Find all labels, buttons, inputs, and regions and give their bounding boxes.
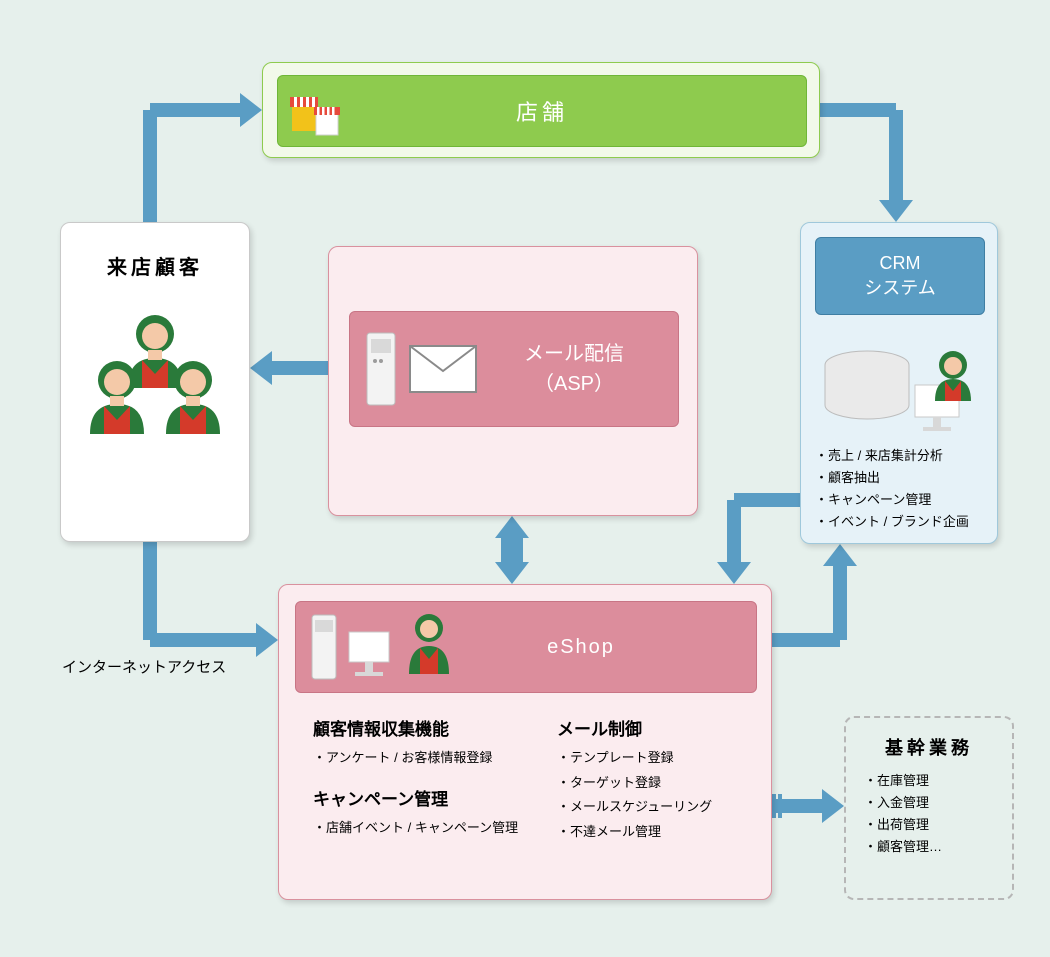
crm-label: CRMシステム [864, 251, 935, 301]
customers-title: 来店顧客 [61, 251, 249, 280]
node-mail: メール配信（ASP） [328, 246, 698, 516]
eshop-label: eShop [466, 636, 696, 659]
store-icon [278, 85, 350, 137]
backbone-bullets: ・在庫管理・入金管理・出荷管理・顧客管理… [846, 770, 1012, 858]
diagram-canvas: 店舗 来店顧客 メール配信（ASP） CRMシステム [0, 0, 1050, 957]
node-backbone: 基幹業務 ・在庫管理・入金管理・出荷管理・顧客管理… [844, 716, 1014, 900]
node-crm: CRMシステム ・売上 / 来店集計分析・顧客抽出・キャンペーン管理・イベント … [800, 222, 998, 544]
backbone-title: 基幹業務 [846, 734, 1012, 760]
node-store: 店舗 [262, 62, 820, 158]
eshop-column-2: メール制御・テンプレート登録・ターゲット登録・メールスケジューリング・不達メール… [557, 701, 757, 845]
node-store-inner: 店舗 [277, 75, 807, 147]
server-mail-icon [350, 329, 490, 409]
node-mail-inner: メール配信（ASP） [349, 311, 679, 427]
crm-bullets: ・売上 / 来店集計分析・顧客抽出・キャンペーン管理・イベント / ブランド企画 [801, 445, 997, 533]
store-label: 店舗 [350, 95, 734, 127]
crm-icon [819, 341, 979, 442]
node-eshop-inner: eShop [295, 601, 757, 693]
node-eshop: eShop 顧客情報収集機能・アンケート / お客様情報登録キャンペーン管理・店… [278, 584, 772, 900]
mail-label: メール配信（ASP） [490, 339, 658, 399]
eshop-column-1: 顧客情報収集機能・アンケート / お客様情報登録キャンペーン管理・店舗イベント … [313, 701, 533, 840]
people-icon [61, 310, 249, 440]
server-pc-person-icon [296, 612, 466, 682]
internet-access-label: インターネットアクセス [62, 656, 226, 677]
node-crm-inner: CRMシステム [815, 237, 985, 315]
node-customers: 来店顧客 [60, 222, 250, 542]
